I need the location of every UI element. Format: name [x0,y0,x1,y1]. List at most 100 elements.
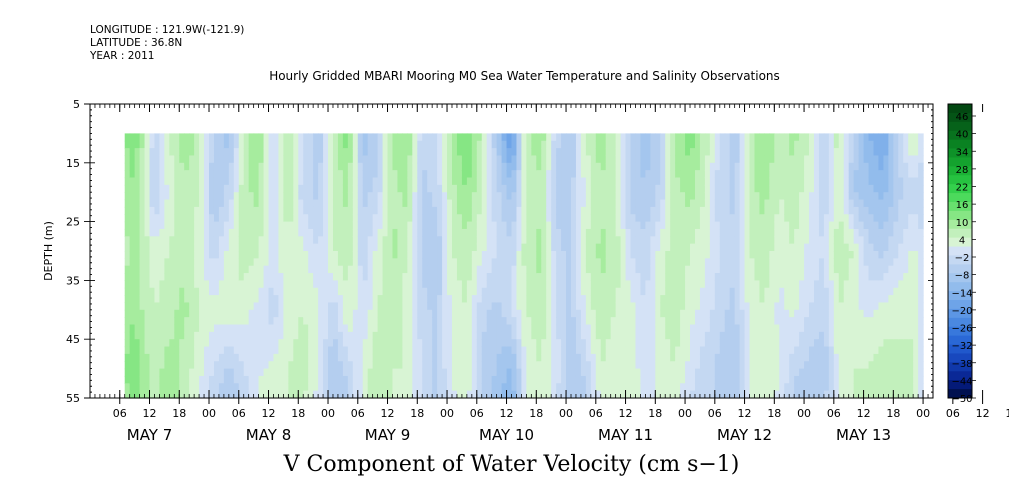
heatmap-cell [551,375,557,384]
heatmap-cell [407,265,413,274]
heatmap-cell [323,148,329,157]
heatmap-cell [283,148,289,157]
heatmap-cell [724,140,731,149]
heatmap-cell [293,206,299,215]
heatmap-cell [665,375,671,384]
heatmap-cell [749,177,756,186]
heatmap-cell [789,177,795,186]
heatmap-cell [610,368,617,377]
heatmap-cell [288,243,294,252]
heatmap-cell [303,170,309,179]
heatmap-cell [769,339,775,348]
heatmap-cell [442,375,448,384]
heatmap-cell [466,295,473,304]
heatmap-cell [303,251,309,259]
heatmap-cell [585,302,592,311]
heatmap-cell [670,346,676,355]
heatmap-cell [794,287,800,296]
heatmap-cell [575,375,582,384]
heatmap-cell [223,133,230,142]
heatmap-cell [759,258,765,267]
heatmap-cell [590,228,597,237]
heatmap-cell [174,199,180,208]
heatmap-cell [704,199,711,208]
heatmap-cell [769,155,775,164]
heatmap-cell [774,295,780,304]
heatmap-cell [278,236,284,245]
heatmap-cell [511,133,518,142]
heatmap-cell [377,228,384,237]
heatmap-cell [243,155,250,164]
heatmap-cell [417,162,423,171]
heatmap-cell [690,258,696,267]
heatmap-cell [273,317,280,326]
heatmap-cell [397,236,404,245]
heatmap-cell [154,361,161,370]
heatmap-cell [719,228,726,237]
heatmap-cell [407,251,413,259]
heatmap-cell [694,148,701,157]
heatmap-cell [318,295,324,304]
heatmap-cell [447,346,453,355]
heatmap-cell [585,258,592,267]
heatmap-cell [243,236,250,245]
heatmap-cell [318,287,324,296]
heatmap-cell [233,162,240,171]
heatmap-cell [779,295,785,304]
heatmap-cell [218,295,225,304]
heatmap-cell [670,162,676,171]
heatmap-cell [784,236,790,245]
heatmap-cell [650,251,656,259]
heatmap-cell [675,383,681,392]
heatmap-cell [228,280,235,289]
heatmap-cell [278,302,284,311]
heatmap-cell [218,170,225,179]
heatmap-cell [536,317,542,326]
heatmap-cell [268,243,275,252]
heatmap-cell [461,280,468,289]
heatmap-cell [625,236,632,245]
heatmap-cell [754,243,761,252]
heatmap-cell [600,287,607,296]
heatmap-cell [451,353,458,362]
heatmap-cell [288,383,294,392]
heatmap-cell [496,361,503,370]
heatmap-cell [318,221,324,230]
heatmap-cell [744,280,751,289]
heatmap-cell [278,221,284,230]
heatmap-cell [342,368,349,377]
heatmap-cell [779,148,785,157]
heatmap-cell [566,177,572,186]
heatmap-cell [288,206,294,215]
heatmap-cell [367,170,374,179]
heatmap-cell [268,280,275,289]
heatmap-cell [154,383,161,392]
heatmap-cell [526,140,532,149]
heatmap-cell [635,133,642,142]
heatmap-cell [566,214,572,223]
heatmap-cell [447,214,453,223]
heatmap-cell [293,317,299,326]
heatmap-cell [303,265,309,274]
heatmap-cell [501,221,508,230]
heatmap-cell [352,192,359,201]
heatmap-cell [625,390,632,399]
heatmap-cell [209,140,215,149]
heatmap-cell [521,192,527,201]
heatmap-cell [213,273,220,281]
heatmap-cell [561,148,567,157]
heatmap-cell [218,273,225,281]
heatmap-cell [546,228,552,237]
heatmap-cell [476,339,483,348]
heatmap-cell [551,317,557,326]
heatmap-cell [645,317,651,326]
heatmap-cell [486,155,493,164]
heatmap-cell [372,295,379,304]
heatmap-cell [665,170,671,179]
heatmap-cell [511,273,518,281]
heatmap-cell [605,309,612,318]
heatmap-cell [397,214,404,223]
heatmap-cell [352,251,359,259]
heatmap-cell [799,383,805,392]
heatmap-cell [402,353,408,362]
